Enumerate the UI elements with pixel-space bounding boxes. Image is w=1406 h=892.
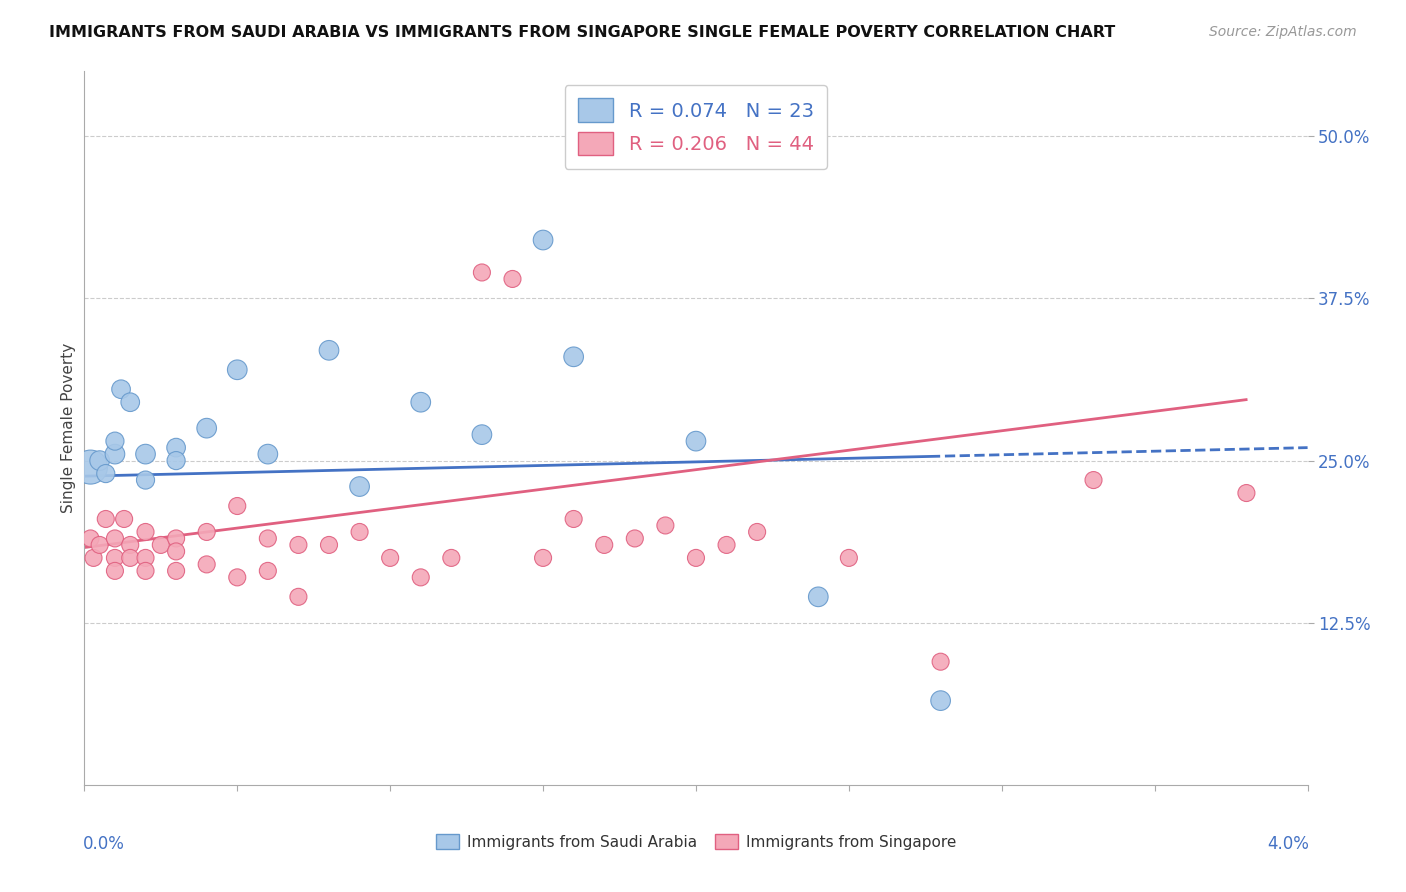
Point [226, 570, 249, 584]
Point [165, 544, 187, 558]
Point [654, 518, 676, 533]
Point [165, 564, 187, 578]
Point [257, 532, 280, 546]
Point [94, 512, 117, 526]
Point [165, 453, 187, 467]
Point [112, 512, 135, 526]
Point [195, 558, 218, 572]
Point [110, 382, 132, 396]
Point [135, 447, 157, 461]
Point [287, 538, 309, 552]
Text: Source: ZipAtlas.com: Source: ZipAtlas.com [1209, 25, 1357, 39]
Point [380, 550, 402, 565]
Text: 4.0%: 4.0% [1267, 835, 1309, 853]
Point [257, 564, 280, 578]
Point [135, 473, 157, 487]
Point [440, 550, 463, 565]
Point [89, 453, 111, 467]
Point [409, 570, 432, 584]
Point [685, 434, 707, 449]
Point [79, 532, 101, 546]
Point [104, 550, 127, 565]
Point [120, 538, 142, 552]
Point [929, 693, 952, 707]
Point [929, 655, 952, 669]
Text: IMMIGRANTS FROM SAUDI ARABIA VS IMMIGRANTS FROM SINGAPORE SINGLE FEMALE POVERTY : IMMIGRANTS FROM SAUDI ARABIA VS IMMIGRAN… [49, 25, 1115, 40]
Point [318, 538, 340, 552]
Point [716, 538, 738, 552]
Point [562, 350, 585, 364]
Point [165, 441, 187, 455]
Point [287, 590, 309, 604]
Point [89, 538, 111, 552]
Point [1236, 486, 1258, 500]
Point [94, 467, 117, 481]
Point [838, 550, 860, 565]
Text: 0.0%: 0.0% [83, 835, 125, 853]
Point [502, 272, 524, 286]
Point [807, 590, 830, 604]
Point [257, 447, 280, 461]
Point [79, 460, 101, 475]
Point [120, 550, 142, 565]
Legend: Immigrants from Saudi Arabia, Immigrants from Singapore: Immigrants from Saudi Arabia, Immigrants… [430, 828, 962, 855]
Y-axis label: Single Female Poverty: Single Female Poverty [60, 343, 76, 513]
Point [471, 265, 494, 279]
Point [149, 538, 172, 552]
Point [135, 524, 157, 539]
Point [195, 524, 218, 539]
Point [471, 427, 494, 442]
Point [409, 395, 432, 409]
Point [135, 550, 157, 565]
Point [349, 479, 371, 493]
Point [135, 564, 157, 578]
Point [349, 524, 371, 539]
Point [593, 538, 616, 552]
Point [624, 532, 647, 546]
Point [104, 447, 127, 461]
Point [685, 550, 707, 565]
Point [1083, 473, 1105, 487]
Point [104, 434, 127, 449]
Point [531, 550, 554, 565]
Point [104, 532, 127, 546]
Point [165, 532, 187, 546]
Point [83, 550, 105, 565]
Point [531, 233, 554, 247]
Point [318, 343, 340, 358]
Point [195, 421, 218, 435]
Point [226, 499, 249, 513]
Point [104, 564, 127, 578]
Point [226, 363, 249, 377]
Point [562, 512, 585, 526]
Point [120, 395, 142, 409]
Point [747, 524, 769, 539]
